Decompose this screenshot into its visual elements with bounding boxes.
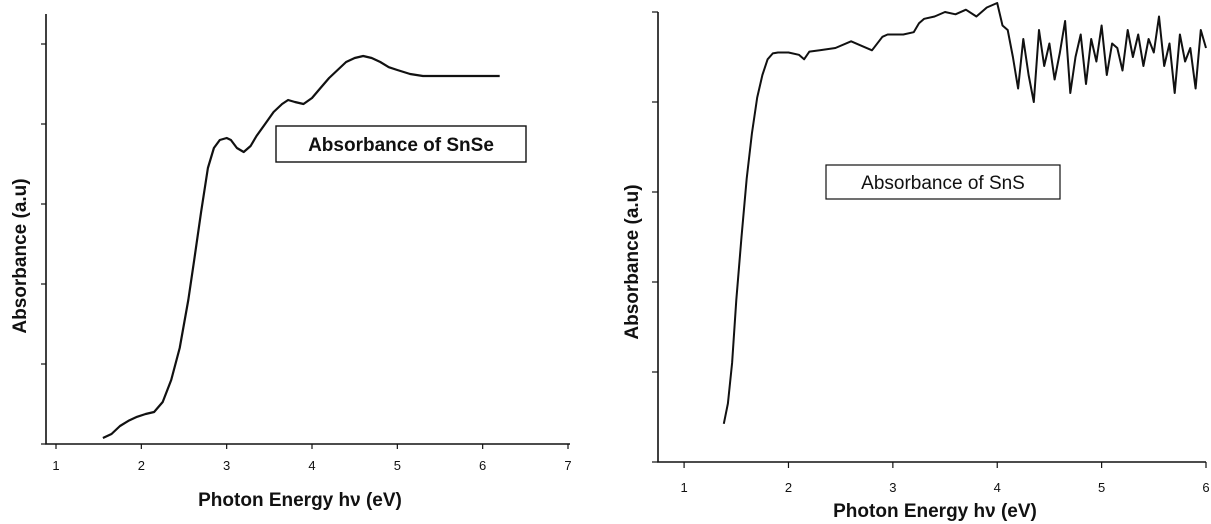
snse-x-tick-label-1: 2 [138, 458, 145, 473]
snse-x-axis-title: Photon Energy hν (eV) [198, 490, 402, 511]
sns-plot-frame [657, 12, 1206, 463]
snse-annotation-text: Absorbance of SnSe [308, 135, 494, 156]
snse-y-axis-title: Absorbance (a.u) [10, 178, 31, 333]
sns-x-tick-label-0: 1 [680, 480, 687, 495]
chart-sns: 1 2 3 4 5 6 Absorbance of SnS Photon Energy h… [622, 2, 1210, 522]
sns-x-axis-title: Photon Energy hν (eV) [833, 501, 1037, 522]
snse-x-tick-label-0: 1 [52, 458, 59, 473]
sns-absorbance-curve [722, 2, 1207, 424]
sns-annotation-text: Absorbance of SnS [861, 173, 1025, 194]
snse-x-tick-label-3: 4 [308, 458, 315, 473]
chart-snse: 1 2 3 4 5 6 7 Absorbance of SnSe Photon Energy… [10, 14, 572, 511]
snse-y-ticks [41, 43, 46, 445]
sns-y-ticks [652, 11, 658, 463]
sns-annotation-box [825, 164, 1061, 200]
snse-plot-frame [45, 14, 570, 445]
sns-x-tick-label-4: 5 [1098, 480, 1105, 495]
sns-y-axis-title: Absorbance (a.u) [622, 184, 643, 339]
snse-x-ticks: 1 2 3 4 5 6 7 [52, 444, 572, 473]
sns-x-tick-label-1: 2 [785, 480, 792, 495]
sns-x-tick-label-2: 3 [889, 480, 896, 495]
snse-x-tick-label-4: 5 [394, 458, 401, 473]
sns-x-ticks: 1 2 3 4 5 6 [680, 462, 1210, 495]
snse-annotation-box [275, 125, 527, 163]
snse-x-tick-label-6: 7 [564, 458, 571, 473]
sns-x-tick-label-3: 4 [994, 480, 1001, 495]
sns-x-tick-label-5: 6 [1202, 480, 1209, 495]
snse-x-tick-label-5: 6 [479, 458, 486, 473]
snse-x-tick-label-2: 3 [223, 458, 230, 473]
snse-absorbance-curve [102, 54, 500, 439]
